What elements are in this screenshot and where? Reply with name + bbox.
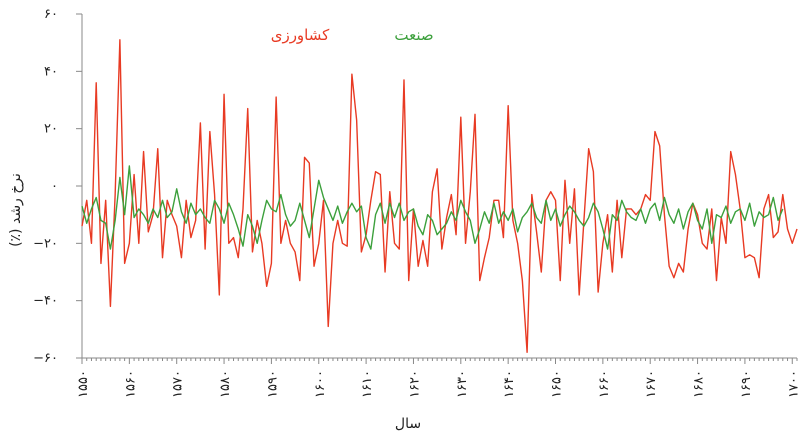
legend-industry: صنعت: [394, 26, 433, 44]
x-tick-label: ۱۶۷۰: [644, 370, 659, 398]
plot-frame: [81, 14, 797, 359]
x-axis-ticks: ۱۵۵۰ ۱۵۶۰ ۱۵۷۰ ۱۵۸۰ ۱۵۹۰ ۱۶۰۰ ۱۶۱۰ ۱۶۲۰ ۱۶۳۰ ۱۶۴۰…: [76, 358, 801, 398]
y-axis-ticks: −۶۰ −۴۰ −۲۰ ۰ ۲۰ ۴۰ ۶۰: [33, 7, 82, 366]
x-tick-label: ۱۶۸۰: [692, 370, 707, 398]
x-tick-label: ۱۵۸۰: [218, 370, 233, 398]
x-tick-label: ۱۶۶۰: [597, 370, 612, 398]
x-tick-label: ۱۶۳۰: [455, 370, 470, 398]
x-tick-label: ۱۵۵۰: [76, 370, 91, 398]
series-line-agriculture: [81, 39, 798, 353]
x-axis-title: سال: [395, 416, 421, 432]
x-tick-label: ۱۶۰۰: [313, 370, 328, 398]
y-tick-label: ۰: [51, 179, 58, 194]
x-tick-label: ۱۶۴۰: [502, 370, 517, 398]
y-tick-label: ۲۰: [44, 122, 58, 137]
x-tick-label: ۱۶۹۰: [739, 370, 754, 398]
x-tick-label: ۱۵۹۰: [265, 370, 280, 398]
series-line-industry: [81, 165, 784, 250]
x-tick-label: ۱۶۱۰: [360, 370, 375, 398]
y-tick-label: −۲۰: [33, 236, 58, 251]
legend-agriculture: کشاورزی: [271, 26, 330, 44]
y-tick-label: ۶۰: [44, 7, 58, 22]
y-tick-label: ۴۰: [44, 64, 58, 79]
x-tick-label: ۱۶۵۰: [550, 370, 565, 398]
x-tick-label: ۱۶۲۰: [407, 370, 422, 398]
y-tick-label: −۶۰: [33, 351, 58, 366]
series-lines: [81, 39, 798, 353]
y-axis-title: نرخ رشد (٪): [8, 173, 24, 247]
x-tick-label: ۱۵۷۰: [171, 370, 186, 398]
x-tick-label: ۱۵۶۰: [123, 370, 138, 398]
x-tick-label: ۱۷۰۰: [786, 370, 801, 398]
y-tick-label: −۴۰: [33, 294, 58, 309]
